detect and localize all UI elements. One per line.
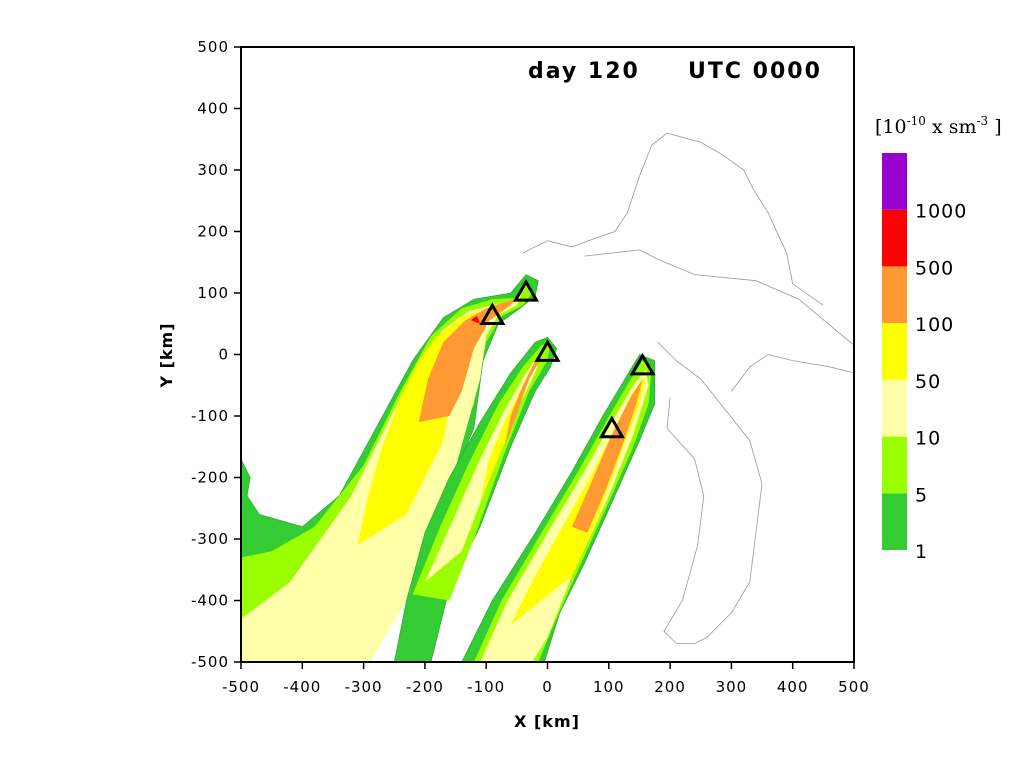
colorbar-level-label: 500 — [915, 257, 954, 279]
source-triangle-icon — [598, 415, 625, 439]
x-tick-label: -200 — [406, 678, 444, 696]
y-tick-label: -500 — [191, 653, 229, 671]
colorbar-level-label: 100 — [915, 314, 954, 336]
header-time: UTC 0000 — [688, 59, 822, 84]
colorbar-swatch — [882, 323, 907, 380]
colorbar-title-end: ] — [988, 116, 1001, 138]
coastline-segment — [657, 341, 763, 644]
colorbar-title-exponent2: -3 — [976, 114, 988, 128]
x-axis-label: X [km] — [514, 712, 580, 731]
plume-2 — [393, 336, 558, 662]
colorbar-swatch — [882, 153, 907, 210]
x-tick-label: 100 — [593, 678, 625, 696]
colorbar-swatch — [882, 493, 907, 550]
x-tick-label: 0 — [542, 678, 553, 696]
x-tick-label: -500 — [222, 678, 260, 696]
x-tick-label: 500 — [838, 678, 870, 696]
y-tick-label: -300 — [191, 530, 229, 548]
colorbar-level-label: 5 — [915, 484, 928, 506]
source-triangle-icon — [479, 302, 506, 325]
coastline-segment — [522, 132, 824, 306]
colorbar-title-exponent: -10 — [907, 114, 926, 128]
source-triangle-icon — [513, 278, 540, 302]
colorbar-level-label: 1000 — [915, 201, 967, 223]
x-tick-label: -300 — [345, 678, 383, 696]
y-tick-label: -200 — [191, 469, 229, 487]
y-tick-label: 100 — [197, 284, 229, 302]
colorbar-title: [10-10 x sm-3 ] — [875, 114, 1002, 138]
source-triangle-icon — [629, 352, 656, 376]
coastline — [522, 132, 854, 644]
coastline-segment — [584, 249, 854, 346]
y-axis-label: Y [km] — [157, 322, 176, 388]
colorbar-swatch — [882, 209, 907, 267]
source-triangle-icon — [534, 339, 561, 362]
header-day: day 120 — [528, 59, 640, 84]
contour-level-100 — [572, 379, 643, 533]
colorbar-title-unit: x sm — [926, 116, 977, 138]
colorbar-level-label: 50 — [915, 371, 941, 393]
y-tick-label: 500 — [197, 38, 229, 56]
y-tick-label: -400 — [191, 592, 229, 610]
coastline-segment — [731, 354, 854, 392]
plume-3 — [461, 354, 656, 662]
x-tick-label: -100 — [467, 678, 505, 696]
x-tick-label: 300 — [716, 678, 748, 696]
source-markers — [479, 278, 656, 439]
axes: -500 -400 -300 -200 -100 0 100 200 300 400 500 500 4… — [191, 38, 870, 696]
y-tick-label: -100 — [191, 407, 229, 425]
y-tick-label: 0 — [218, 346, 229, 364]
contour-level-500 — [470, 315, 481, 324]
plot-area — [241, 274, 656, 662]
x-tick-label: 200 — [654, 678, 686, 696]
contour-level-100 — [418, 294, 520, 423]
colorbar-level-label: 1 — [915, 541, 928, 563]
x-tick-label: 400 — [777, 678, 809, 696]
colorbar-swatch — [882, 266, 907, 324]
colorbar-level-label: 10 — [915, 428, 941, 450]
x-tick-label: -400 — [283, 678, 321, 696]
colorbar-title-base: [10 — [875, 116, 907, 138]
plume-1 — [241, 274, 539, 662]
y-tick-label: 300 — [197, 161, 229, 179]
contour-level-10 — [480, 369, 649, 662]
colorbar: 1 5 10 50 100 500 1000 — [882, 153, 967, 563]
y-tick-label: 200 — [197, 223, 229, 241]
colorbar-swatch — [882, 379, 907, 437]
y-tick-label: 400 — [197, 100, 229, 118]
colorbar-swatch — [882, 436, 907, 494]
